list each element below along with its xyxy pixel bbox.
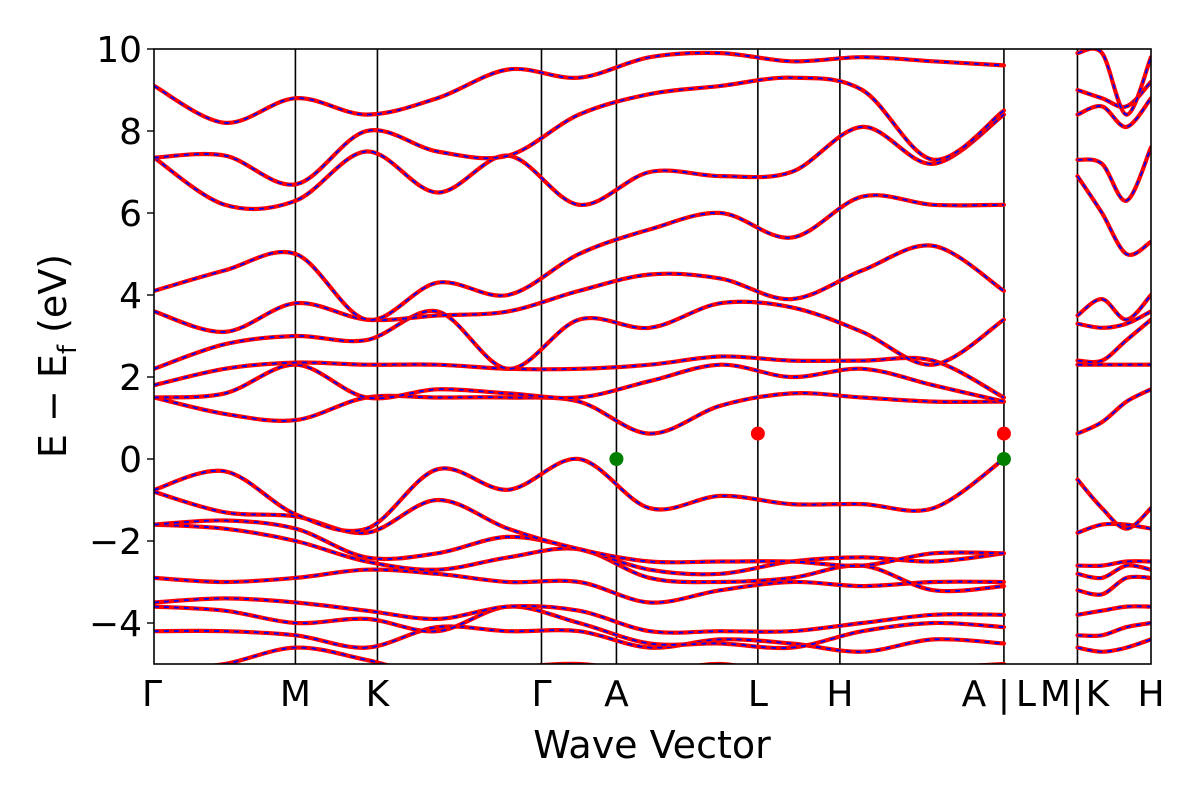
- x-tick-label: |: [1071, 674, 1083, 715]
- band-main-13-blue-dashed: [154, 244, 1005, 333]
- band-right-12-blue-dashed: [1076, 294, 1151, 321]
- band-main-10-blue-dashed: [154, 363, 1005, 403]
- band-lines: [154, 49, 1151, 664]
- band-main-2-blue-dashed: [154, 605, 1004, 649]
- band-main-8-blue-dashed: [154, 458, 1005, 532]
- band-main-17-blue-dashed: [154, 51, 1004, 124]
- band-main-11-blue-dashed: [154, 355, 1005, 399]
- band-right-5-blue-dashed: [1077, 560, 1151, 567]
- band-right-7-red: [1075, 477, 1151, 531]
- y-tick-label: 10: [96, 30, 142, 71]
- band-main-1-blue-dashed: [154, 625, 1004, 653]
- y-axis-label-subscript: f: [53, 344, 83, 354]
- band-right-8-blue-dashed: [1077, 388, 1151, 435]
- band-main-9-blue-dashed: [154, 392, 1004, 435]
- band-main-6-blue-dashed: [154, 519, 1005, 576]
- x-tick-label: Γ: [531, 674, 551, 715]
- y-tick-label: 0: [119, 440, 142, 481]
- plot-frame: [153, 48, 1152, 665]
- x-tick-label: Γ: [142, 674, 162, 715]
- band-right-15-blue-dashed: [1077, 97, 1151, 128]
- vbm-marker: [996, 452, 1011, 466]
- band-main-0-blue-dashed: [219, 646, 1004, 664]
- band-right-2-blue-dashed: [1077, 605, 1151, 616]
- band-right-0-blue-dashed: [1077, 638, 1151, 653]
- y-axis-label: E − Ef (eV): [31, 254, 83, 458]
- band-right-6-blue-dashed: [1077, 522, 1151, 534]
- y-axis-label-unit: (eV): [31, 254, 75, 345]
- band-right-4-blue-dashed: [1077, 564, 1151, 580]
- x-tick-label: L: [1016, 674, 1036, 715]
- band-right-3-blue-dashed: [1077, 575, 1151, 596]
- x-tick-label: H: [1137, 674, 1164, 715]
- y-tick-label: 4: [119, 276, 142, 317]
- y-tick-label: −2: [89, 522, 142, 563]
- x-tick-label: |: [998, 674, 1010, 715]
- band-right-14-blue-dashed: [1077, 147, 1151, 202]
- y-tick-label: 2: [119, 358, 142, 399]
- x-tick-label: K: [1086, 674, 1111, 715]
- x-tick-label: A: [962, 674, 987, 715]
- band-main-3-blue-dashed: [154, 597, 1004, 634]
- x-tick-label: A: [604, 674, 629, 715]
- x-tick-label: K: [366, 674, 391, 715]
- y-axis-label-main: E − E: [31, 354, 75, 458]
- x-tick-label: L: [748, 674, 768, 715]
- x-axis-label: Wave Vector: [533, 723, 771, 767]
- y-tick-label: −4: [89, 604, 142, 645]
- band-right-1-blue-dashed: [1077, 622, 1151, 637]
- band-right-11-blue-dashed: [1077, 310, 1151, 329]
- vbm-marker: [609, 452, 624, 466]
- band-main-14-blue-dashed: [154, 194, 1004, 321]
- band-main-16-blue-dashed: [154, 76, 1005, 186]
- band-right-13-blue-dashed: [1076, 175, 1151, 256]
- band-right-10-blue-dashed: [1077, 318, 1151, 363]
- band-main-4-blue-dashed: [154, 568, 1004, 604]
- y-axis-ticks: −4 −2 0 2 4 6 8 10: [89, 30, 154, 645]
- y-tick-label: 6: [119, 194, 142, 235]
- x-tick-label: M: [280, 674, 311, 715]
- x-tick-label: M: [1040, 674, 1071, 715]
- cbm-marker: [996, 426, 1011, 441]
- y-tick-label: 8: [119, 112, 142, 153]
- cbm-marker: [750, 426, 765, 441]
- band-main-15-blue-dashed: [154, 113, 1005, 210]
- band-edge-markers: [609, 426, 1011, 466]
- x-tick-label: H: [826, 674, 853, 715]
- band-main-12-red: [154, 299, 1006, 371]
- x-axis-ticks: Γ M K Γ A L H A | L M | K H: [142, 674, 1165, 715]
